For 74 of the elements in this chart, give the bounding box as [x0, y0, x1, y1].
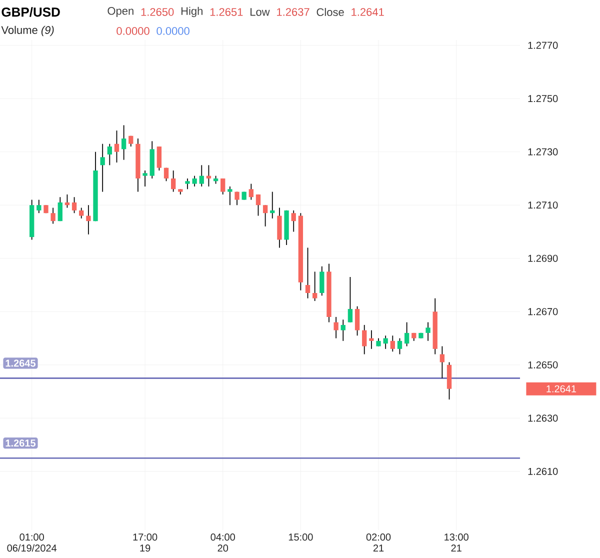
candlestick: [192, 175, 197, 187]
y-tick-label: 1.2770: [528, 42, 558, 49]
candlestick: [107, 143, 112, 166]
candlestick: [362, 324, 367, 355]
candlestick: [36, 199, 42, 214]
candlestick: [256, 194, 261, 216]
text: Open: [108, 7, 134, 17]
candlestick: [348, 276, 353, 323]
candlestick: [156, 146, 162, 171]
candlestick: [383, 335, 388, 350]
candlestick: [171, 170, 176, 192]
candlestick: [121, 124, 126, 160]
candlestick: [220, 178, 226, 195]
text: 1.2641: [352, 8, 384, 16]
x-tick-label: 01:00 06/19/2024: [7, 534, 57, 552]
candlestick: [142, 170, 148, 187]
text: 1.2651: [210, 8, 243, 16]
x-tick-label: 17:00 19: [133, 534, 158, 552]
text: 0.0000: [116, 27, 150, 35]
candlestick: [354, 306, 360, 336]
y-tick-label: 1.2650: [528, 361, 558, 368]
text: 0.0000: [156, 27, 190, 35]
text: 1.2650: [141, 8, 174, 16]
candlestick: [72, 196, 77, 214]
y-tick-label: 1.2690: [528, 254, 558, 262]
candlestick: [100, 143, 105, 192]
text: High: [181, 6, 202, 18]
candlestick: [86, 204, 91, 235]
text: 1.2637: [277, 8, 310, 16]
candlestick: [262, 204, 268, 227]
candlestick: [397, 338, 402, 355]
y-tick-label: 1.2730: [528, 148, 558, 156]
candlestick: [199, 164, 204, 187]
chart-title: GBP/USD: [2, 7, 60, 17]
candlestick: [320, 266, 324, 296]
candlestick: [312, 271, 318, 302]
text: 1.2641: [546, 385, 576, 392]
candlestick: [340, 319, 346, 342]
candlestick: [185, 178, 190, 190]
candlestick: [64, 194, 70, 208]
candlestick: [50, 207, 56, 224]
y-tick-label: 1.2670: [528, 308, 558, 316]
candlestick: [114, 130, 120, 163]
candlestick: [390, 335, 395, 352]
candlestick: [234, 191, 240, 206]
candlestick: [334, 316, 338, 339]
x-tick-label: 04:00 20: [210, 534, 235, 552]
candlestick: [291, 210, 296, 232]
candlestick: [440, 346, 445, 379]
candlestick: [79, 207, 84, 219]
candlestick: [305, 247, 310, 299]
ref-line-label: 1.2645: [6, 360, 36, 367]
candlestick: [206, 164, 212, 187]
y-tick-label: 1.2630: [528, 414, 558, 422]
x-tick-label: 13:00 21: [444, 534, 468, 552]
text: Low: [250, 8, 270, 16]
candlestick: [426, 322, 430, 342]
y-tick-label: 1.2750: [528, 95, 558, 102]
candlestick: [164, 167, 169, 182]
y-tick-label: 1.2610: [528, 468, 558, 475]
text: Close: [316, 8, 344, 16]
ref-line-label: 1.2615: [6, 440, 36, 447]
y-tick-label: 1.2710: [528, 202, 558, 209]
candlestick: [404, 322, 410, 347]
x-tick-label: 02:00 21: [366, 534, 391, 552]
x-tick-label: 15:00: [288, 534, 313, 541]
candlestick: [270, 191, 275, 219]
candlestick: [277, 207, 282, 248]
candlestick: [58, 196, 62, 222]
candlestick: [228, 186, 232, 206]
candlestick: [369, 330, 374, 350]
text: Volume (9): [1, 26, 54, 36]
candlestick: [248, 183, 254, 200]
candlestick: [446, 362, 452, 400]
